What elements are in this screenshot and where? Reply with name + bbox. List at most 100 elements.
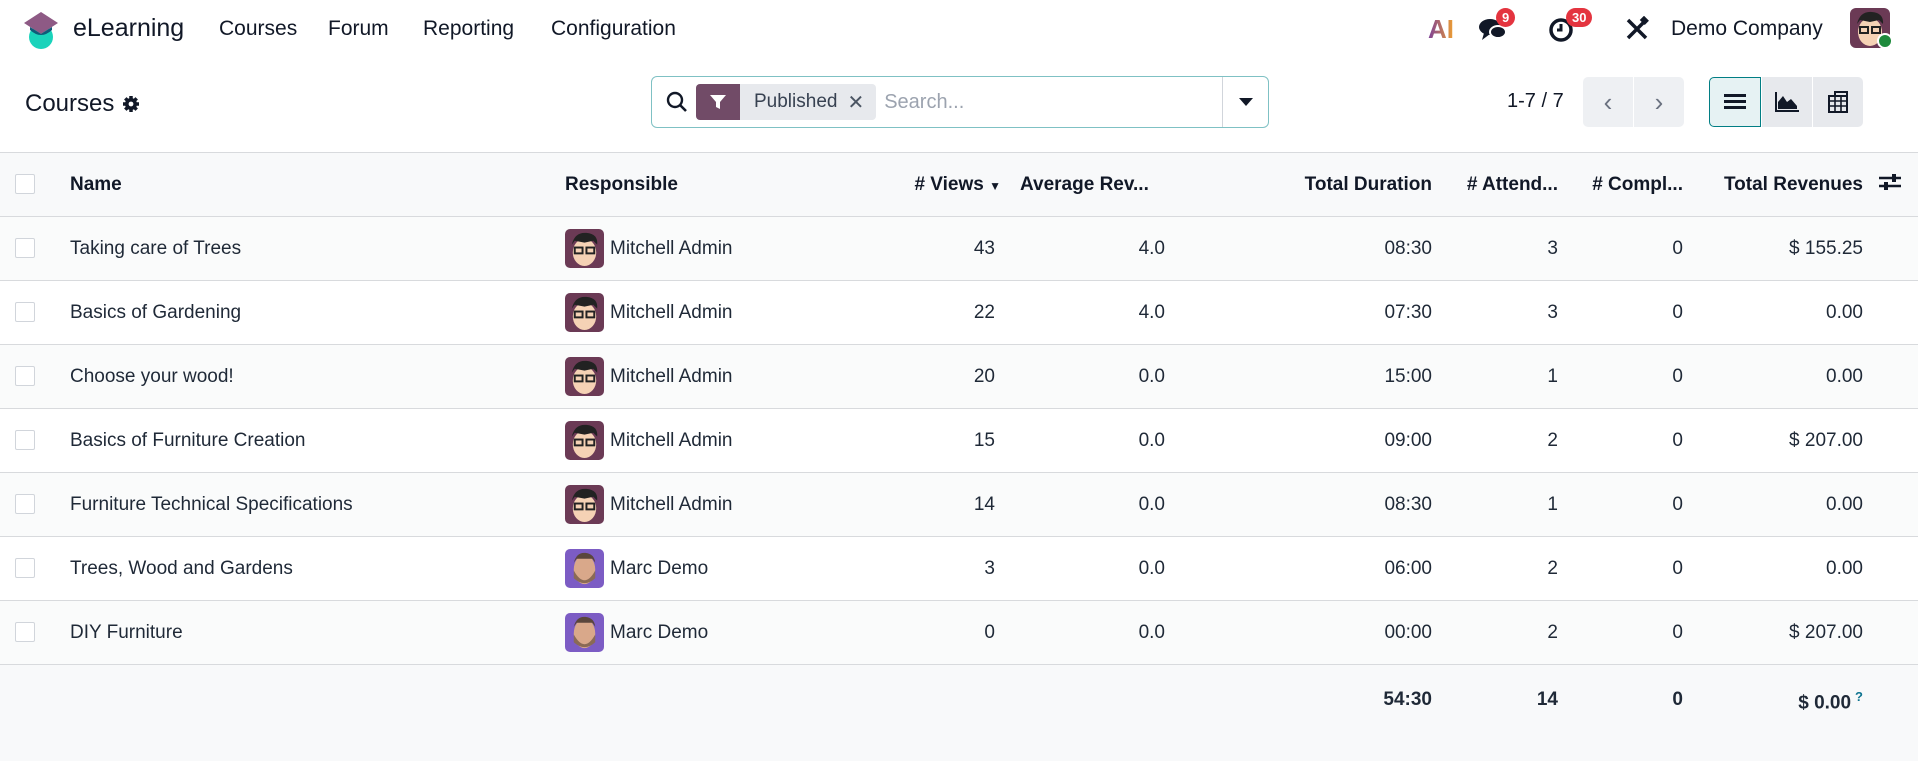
- total-duration: 08:30: [1175, 216, 1442, 281]
- optional-columns-icon[interactable]: [1879, 172, 1901, 192]
- views: 15: [840, 408, 1005, 473]
- company-switcher[interactable]: Demo Company: [1671, 17, 1823, 40]
- totals-row: 54:30 14 0 $ 0.00?: [0, 664, 1918, 761]
- attendees: 3: [1442, 280, 1568, 345]
- average-rating: 0.0: [1005, 536, 1175, 601]
- column-attendees[interactable]: # Attend...: [1442, 152, 1568, 217]
- menu-configuration[interactable]: Configuration: [551, 17, 676, 40]
- completed: 0: [1568, 600, 1693, 665]
- menu-courses[interactable]: Courses: [219, 17, 298, 40]
- view-pivot-button[interactable]: [1813, 77, 1863, 127]
- search-icon[interactable]: [666, 91, 688, 113]
- pager-previous[interactable]: ‹: [1583, 77, 1633, 127]
- ai-button[interactable]: AI: [1428, 12, 1454, 46]
- responsible-name: Mitchell Admin: [610, 493, 733, 515]
- total-revenues: $ 155.25: [1693, 216, 1873, 281]
- course-name[interactable]: Trees, Wood and Gardens: [60, 536, 555, 601]
- avatar: [565, 357, 604, 396]
- attendees: 1: [1442, 472, 1568, 537]
- column-views[interactable]: # Views ▼: [840, 152, 1005, 217]
- column-responsible[interactable]: Responsible: [555, 152, 840, 217]
- course-name[interactable]: DIY Furniture: [60, 600, 555, 665]
- breadcrumb: Courses: [25, 90, 140, 118]
- total-revenues: $ 0.00?: [1693, 664, 1873, 761]
- activities-button[interactable]: 30: [1548, 8, 1608, 46]
- table-header: Name Responsible # Views ▼ Average Rev..…: [0, 152, 1918, 217]
- total-duration: 06:00: [1175, 536, 1442, 601]
- total-duration: 07:30: [1175, 280, 1442, 345]
- remove-facet-icon[interactable]: ✕: [847, 91, 865, 114]
- list-icon: [1724, 94, 1746, 109]
- menu-forum[interactable]: Forum: [328, 17, 389, 40]
- column-name[interactable]: Name: [60, 152, 555, 217]
- responsible-name: Mitchell Admin: [610, 237, 733, 259]
- column-total-duration[interactable]: Total Duration: [1175, 152, 1442, 217]
- row-checkbox[interactable]: [15, 302, 35, 323]
- column-total-revenues[interactable]: Total Revenues: [1693, 152, 1873, 217]
- elearning-logo-icon[interactable]: [20, 10, 62, 50]
- row-checkbox[interactable]: [15, 366, 35, 387]
- table-row[interactable]: Choose your wood! Mitchell Admin 20 0.0 15:0…: [0, 344, 1918, 409]
- responsible-name: Marc Demo: [610, 621, 709, 643]
- activities-badge: 30: [1566, 8, 1593, 27]
- page-title[interactable]: Courses: [25, 90, 115, 117]
- total-revenues: 0.00: [1693, 472, 1873, 537]
- course-name[interactable]: Basics of Furniture Creation: [60, 408, 555, 473]
- total-revenues: 0.00: [1693, 280, 1873, 345]
- total-revenues: $ 207.00: [1693, 600, 1873, 665]
- sort-desc-icon: ▼: [989, 178, 1001, 193]
- completed: 0: [1568, 536, 1693, 601]
- tools-icon: [1626, 16, 1649, 40]
- debug-tools-button[interactable]: [1624, 12, 1650, 46]
- average-rating: 0.0: [1005, 472, 1175, 537]
- table-row[interactable]: Basics of Gardening Mitchell Admin 22 4.0 07…: [0, 280, 1918, 345]
- courses-list: Name Responsible # Views ▼ Average Rev..…: [0, 152, 1918, 761]
- help-tooltip-icon[interactable]: ?: [1855, 689, 1863, 704]
- total-revenues: 0.00: [1693, 344, 1873, 409]
- attendees: 2: [1442, 600, 1568, 665]
- total-duration: 00:00: [1175, 600, 1442, 665]
- messages-button[interactable]: 9: [1478, 8, 1528, 46]
- table-row[interactable]: Basics of Furniture Creation Mitchell Adm…: [0, 408, 1918, 473]
- course-name[interactable]: Choose your wood!: [60, 344, 555, 409]
- pager-value[interactable]: 1-7 / 7: [1507, 90, 1564, 112]
- table-row[interactable]: Trees, Wood and Gardens Marc Demo 3 0.0 06:0…: [0, 536, 1918, 601]
- completed: 0: [1568, 472, 1693, 537]
- area-chart-icon: [1775, 92, 1799, 112]
- gear-icon[interactable]: [122, 95, 140, 113]
- online-status-dot: [1877, 33, 1893, 49]
- row-checkbox[interactable]: [15, 494, 35, 515]
- pager-next[interactable]: ›: [1634, 77, 1684, 127]
- attendees: 2: [1442, 536, 1568, 601]
- total-completed: 0: [1568, 664, 1693, 761]
- completed: 0: [1568, 344, 1693, 409]
- search-input[interactable]: [884, 90, 1222, 114]
- search-options-toggle[interactable]: [1222, 77, 1268, 127]
- table-row[interactable]: Taking care of Trees Mitchell Admin 43 4.0 0…: [0, 216, 1918, 281]
- course-name[interactable]: Taking care of Trees: [60, 216, 555, 281]
- total-duration: 08:30: [1175, 472, 1442, 537]
- app-name[interactable]: eLearning: [73, 14, 185, 42]
- avatar: [565, 549, 604, 588]
- select-all-checkbox[interactable]: [15, 174, 35, 195]
- responsible-name: Marc Demo: [610, 557, 709, 579]
- average-rating: 4.0: [1005, 280, 1175, 345]
- table-row[interactable]: Furniture Technical Specifications Mitche…: [0, 472, 1918, 537]
- menu-reporting[interactable]: Reporting: [423, 17, 515, 40]
- table-row[interactable]: DIY Furniture Marc Demo 0 0.0 00:00 2 0 $ 207.0…: [0, 600, 1918, 665]
- avatar: [565, 613, 604, 652]
- row-checkbox[interactable]: [15, 430, 35, 451]
- view-graph-button[interactable]: [1762, 77, 1812, 127]
- view-list-button[interactable]: [1709, 77, 1761, 127]
- course-name[interactable]: Furniture Technical Specifications: [60, 472, 555, 537]
- row-checkbox[interactable]: [15, 622, 35, 643]
- column-completed[interactable]: # Compl...: [1568, 152, 1693, 217]
- course-name[interactable]: Basics of Gardening: [60, 280, 555, 345]
- completed: 0: [1568, 408, 1693, 473]
- row-checkbox[interactable]: [15, 558, 35, 579]
- responsible-name: Mitchell Admin: [610, 429, 733, 451]
- completed: 0: [1568, 216, 1693, 281]
- row-checkbox[interactable]: [15, 238, 35, 259]
- avatar: [565, 421, 604, 460]
- column-average-rev[interactable]: Average Rev...: [1005, 152, 1175, 217]
